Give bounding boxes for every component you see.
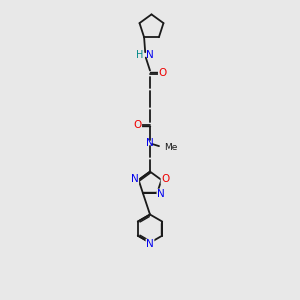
Text: O: O (161, 174, 170, 184)
Text: N: N (146, 137, 154, 148)
Text: N: N (146, 50, 154, 60)
Text: N: N (157, 189, 165, 199)
Text: H: H (136, 50, 143, 60)
Text: O: O (158, 68, 167, 79)
Text: O: O (133, 119, 142, 130)
Text: N: N (146, 239, 154, 249)
Text: Me: Me (164, 143, 178, 152)
Text: N: N (131, 174, 139, 184)
